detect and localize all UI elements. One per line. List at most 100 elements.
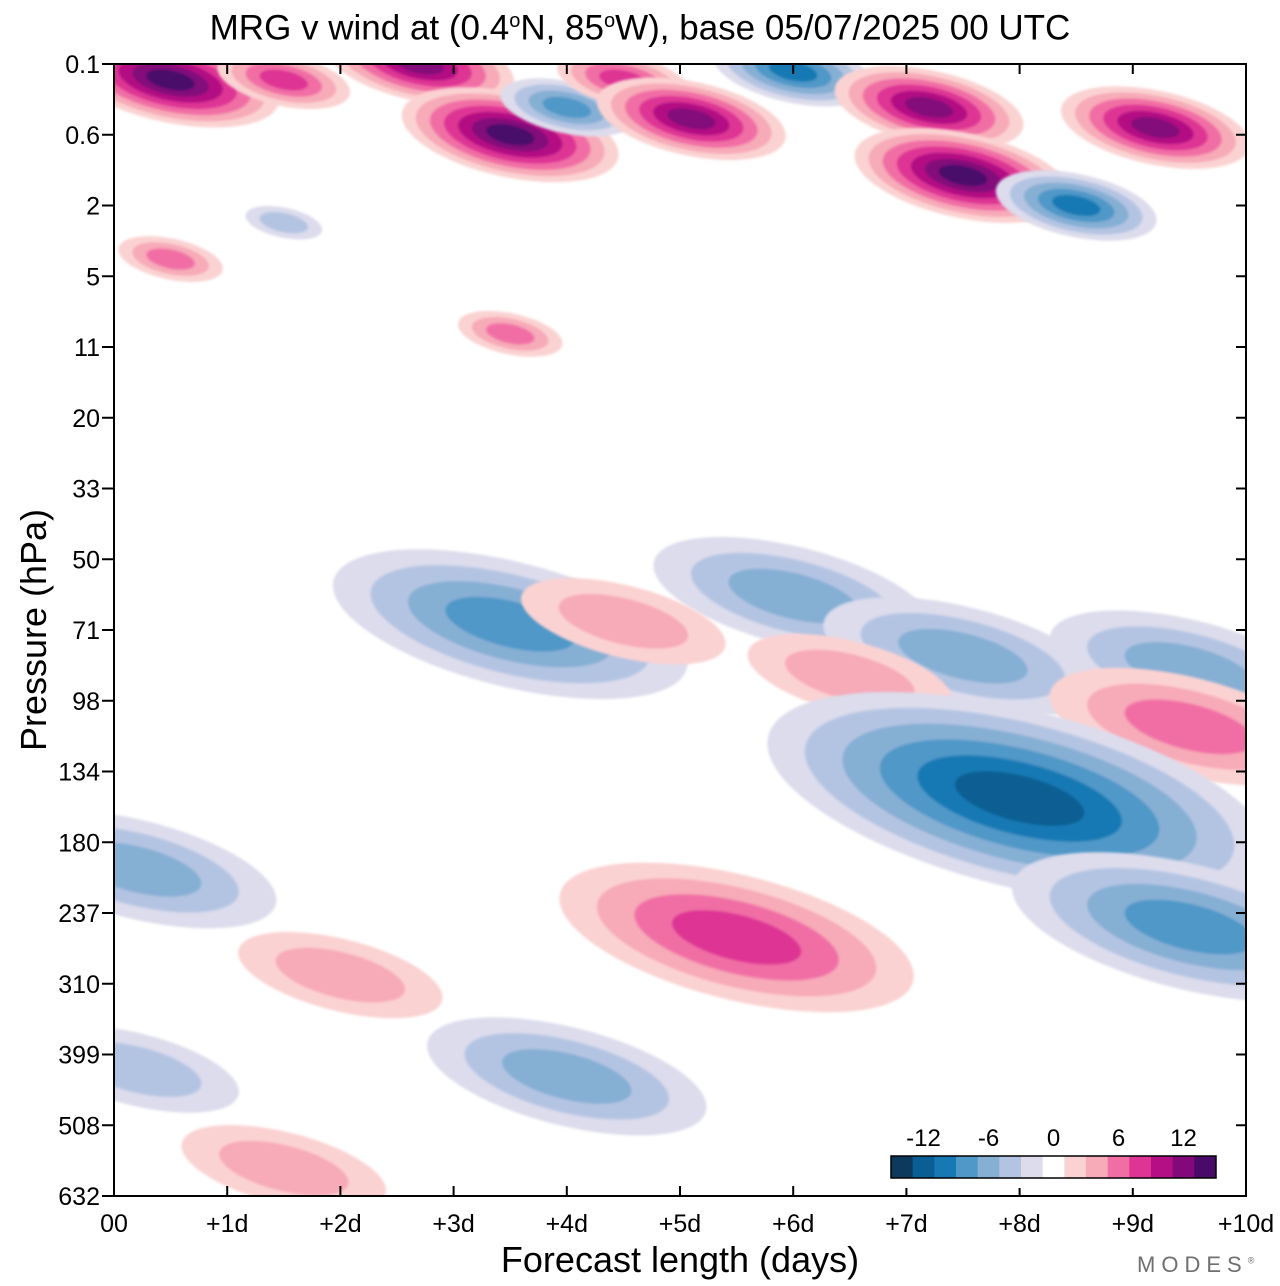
- contour-cell: [767, 692, 1246, 906]
- colorbar-swatch: [1064, 1156, 1087, 1178]
- contour-band: [146, 248, 195, 270]
- contour-cell: [559, 862, 914, 1013]
- contour-band: [785, 649, 915, 705]
- y-tick-label: 98: [72, 688, 100, 716]
- contour-cell: [332, 549, 688, 700]
- contour-band: [259, 69, 309, 91]
- colorbar-swatch: [1172, 1156, 1195, 1178]
- x-tick-label: +8d: [998, 1210, 1040, 1238]
- title-degree-1: o: [509, 10, 521, 32]
- x-tick-label: 00: [100, 1210, 128, 1238]
- logo-mark: ®: [1247, 1255, 1255, 1266]
- colorbar-frame: [890, 1155, 1217, 1179]
- y-axis-label: Pressure (hPa): [13, 508, 54, 752]
- contour-band: [485, 124, 535, 146]
- contour-cell: [995, 170, 1157, 241]
- colorbar-label: 0: [1047, 1125, 1060, 1152]
- colorbar-swatch: [934, 1156, 957, 1178]
- x-tick-label: +2d: [319, 1210, 361, 1238]
- contour-band: [275, 947, 406, 1003]
- title-prefix: MRG v wind at (0.4: [209, 8, 510, 48]
- x-tick-label: +6d: [772, 1210, 814, 1238]
- contour-cell: [427, 1017, 707, 1136]
- title-suffix: W), base 05/07/2025 00 UTC: [615, 8, 1071, 48]
- colorbar-label: 6: [1112, 1125, 1125, 1152]
- contour-band: [1124, 899, 1246, 955]
- y-tick-label: 310: [58, 971, 100, 999]
- contour-cell: [1012, 852, 1246, 1002]
- x-tick-label: +10d: [1218, 1210, 1274, 1238]
- x-tick-label: +3d: [432, 1210, 474, 1238]
- contour-band: [542, 96, 592, 118]
- contour-band: [671, 910, 802, 965]
- contour-band: [445, 596, 575, 652]
- colorbar-label: 12: [1170, 1125, 1197, 1152]
- contour-band: [904, 96, 954, 118]
- colorbar-swatch: [1129, 1156, 1152, 1178]
- contour-cell: [118, 236, 223, 282]
- contour-cell: [1061, 86, 1246, 169]
- colorbar-swatch: [999, 1156, 1022, 1178]
- y-tick-label: 5: [86, 263, 100, 291]
- colorbar-swatch: [977, 1156, 1000, 1178]
- contour-band: [1131, 116, 1180, 139]
- colorbar-swatch: [912, 1156, 935, 1178]
- y-tick-label: 0.6: [65, 122, 100, 150]
- y-tick-label: 20: [72, 405, 100, 433]
- contour-band: [114, 841, 202, 897]
- contour-cell: [114, 1026, 239, 1113]
- contour-cell: [217, 64, 351, 110]
- contour-cell: [114, 810, 277, 929]
- contour-band: [395, 64, 444, 75]
- colorbar-label: -12: [906, 1125, 941, 1152]
- contour-cell: [596, 77, 786, 161]
- chart-title: MRG v wind at (0.4oN, 85oW), base 05/07/…: [0, 0, 1280, 50]
- x-tick-label: +1d: [206, 1210, 248, 1238]
- colorbar-swatch: [1151, 1156, 1174, 1178]
- contour-cell: [325, 64, 515, 106]
- colorbar-swatch: [1042, 1156, 1065, 1178]
- colorbar-swatch: [956, 1156, 979, 1178]
- contour-cell: [521, 578, 726, 665]
- x-axis: 00 +1d +2d +3d +4d +5d +6d +7d +8d +9d +10d: [100, 64, 1274, 1238]
- contour-band: [259, 212, 309, 234]
- contour-band: [954, 771, 1085, 826]
- contour-band: [728, 568, 858, 624]
- contour-band: [898, 628, 1028, 684]
- contour-band: [114, 1042, 202, 1097]
- modes-logo: MODES®: [1137, 1252, 1254, 1278]
- y-tick-label: 71: [72, 617, 100, 645]
- contour-fills: [114, 64, 1246, 1196]
- colorbar: -12 -6 0 6 12: [885, 1118, 1222, 1188]
- x-tick-label: +4d: [546, 1210, 588, 1238]
- contour-band: [667, 108, 716, 130]
- title-degree-2: o: [603, 10, 616, 32]
- y-tick-label: 50: [72, 546, 100, 574]
- contour-band: [1051, 194, 1101, 217]
- contour-band: [938, 164, 988, 187]
- y-tick-label: 508: [58, 1112, 100, 1140]
- colorbar-label: -6: [978, 1125, 999, 1152]
- plot-area: [114, 64, 1246, 1196]
- contour-band: [1124, 699, 1246, 755]
- y-tick-label: 399: [58, 1042, 100, 1070]
- contour-band: [219, 1140, 349, 1196]
- x-tick-label: +5d: [659, 1210, 701, 1238]
- x-tick-label: +9d: [1112, 1210, 1154, 1238]
- y-tick-label: 11: [74, 334, 100, 362]
- contour-band: [146, 69, 195, 91]
- x-axis-label: Forecast length (days): [500, 1239, 860, 1280]
- contour-cell: [823, 597, 1103, 716]
- contour-cell: [245, 205, 323, 240]
- colorbar-swatch: [1086, 1156, 1109, 1178]
- colorbar-swatch: [1021, 1156, 1044, 1178]
- contour-cell: [1049, 667, 1246, 786]
- contour-band: [502, 1049, 632, 1104]
- colorbar-swatch: [891, 1156, 914, 1178]
- y-tick-label: 237: [58, 900, 100, 928]
- y-axis: 0.1 0.6 2 5 11 20 33 50 71 98 134 180 237 310 399 508 63…: [58, 51, 1246, 1211]
- y-tick-label: 2: [86, 193, 100, 221]
- contour-cell: [114, 64, 280, 128]
- y-tick-label: 632: [58, 1183, 100, 1211]
